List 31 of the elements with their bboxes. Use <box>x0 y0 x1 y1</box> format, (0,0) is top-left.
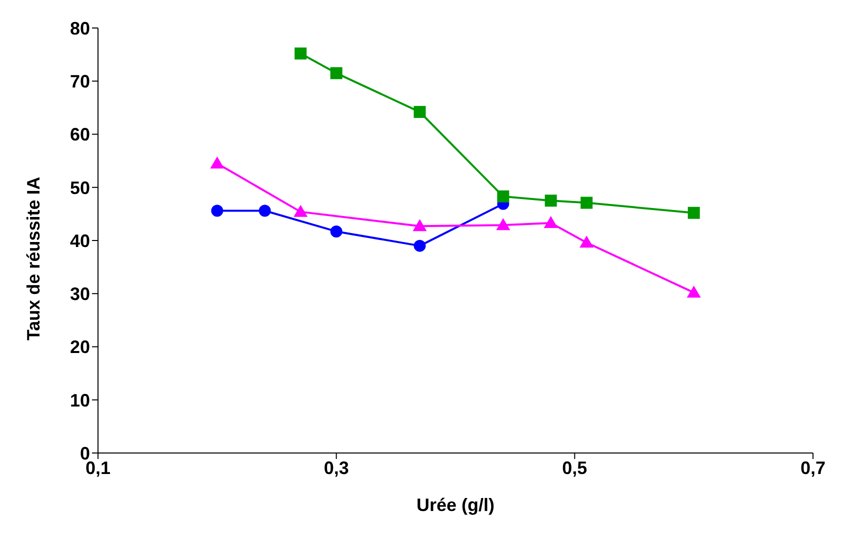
point <box>211 204 224 217</box>
x-tick-label: 0,5 <box>562 458 588 478</box>
y-tick-label: 50 <box>70 178 90 198</box>
point <box>330 67 342 80</box>
point <box>580 236 594 248</box>
point <box>688 206 700 219</box>
point <box>294 48 307 60</box>
x-tick-label: 0,3 <box>324 458 349 478</box>
point <box>414 240 426 252</box>
point <box>258 204 271 217</box>
point <box>580 196 593 209</box>
y-tick-label: 40 <box>70 230 90 251</box>
y-axis-title: Taux de réussite IA <box>23 176 44 340</box>
point <box>496 218 510 230</box>
y-tick-label: 60 <box>70 124 90 145</box>
y-tick-label: 30 <box>70 284 90 304</box>
point <box>330 225 342 238</box>
x-tick-label: 0,7 <box>800 458 826 478</box>
y-tick-label: 70 <box>70 72 90 92</box>
point <box>414 106 426 118</box>
point <box>544 194 557 207</box>
point <box>544 216 558 228</box>
y-tick-label: 10 <box>70 390 90 410</box>
y-tick-label: 20 <box>70 337 90 358</box>
x-axis-title: Urée (g/l) <box>416 495 495 515</box>
point <box>686 286 701 298</box>
point <box>497 190 510 202</box>
point <box>412 219 427 232</box>
point <box>210 156 224 168</box>
point <box>294 204 308 217</box>
y-tick-label: 80 <box>70 18 90 38</box>
